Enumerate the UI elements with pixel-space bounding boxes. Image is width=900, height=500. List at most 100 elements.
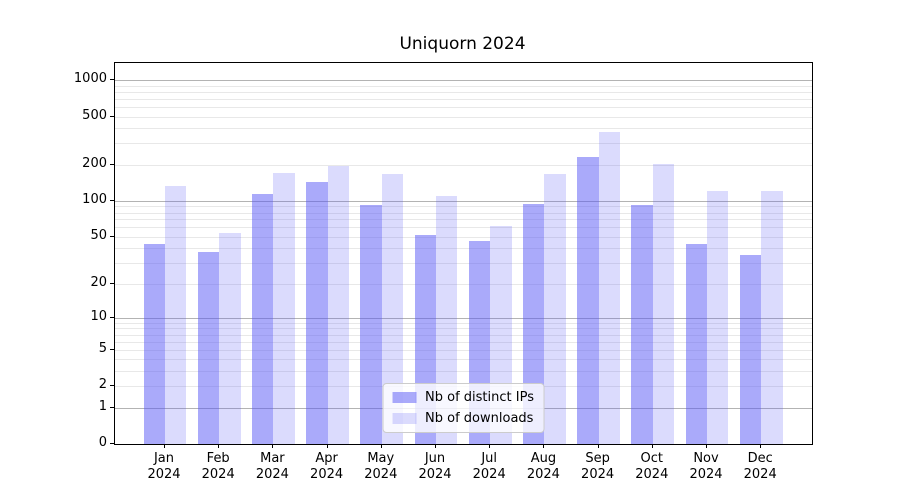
y-tick-label-0: 0: [98, 435, 107, 450]
x-tick-label-apr: Apr 2024: [310, 451, 344, 482]
x-tick-jan: [164, 444, 165, 448]
y-tick-100: [110, 199, 114, 201]
legend: Nb of distinct IPs Nb of downloads: [382, 383, 545, 433]
legend-label-distinct-ips: Nb of distinct IPs: [425, 390, 534, 405]
x-tick-label-jan: Jan 2024: [147, 451, 181, 482]
y-tick-1000: [110, 79, 114, 80]
gridline-70: [115, 219, 812, 221]
gridline-500: [115, 116, 812, 118]
legend-item-distinct-ips: Nb of distinct IPs: [392, 390, 534, 405]
gridline-80: [115, 212, 812, 214]
x-tick-feb: [218, 444, 220, 448]
bar-sep-s0: [577, 156, 599, 444]
gridline-3: [115, 371, 812, 372]
gridline-4: [115, 359, 812, 361]
gridline-9: [115, 322, 812, 324]
y-tick-label-10: 10: [90, 308, 107, 324]
bar-jan-s1: [165, 185, 187, 444]
x-tick-label-feb: Feb 2024: [201, 451, 235, 482]
y-tick-50: [110, 235, 114, 237]
plot-area: Nb of distinct IPs Nb of downloads: [114, 62, 813, 445]
bar-apr-s0: [306, 181, 328, 444]
x-tick-nov: [706, 444, 707, 448]
bar-feb-s0: [197, 252, 220, 444]
y-tick-label-20: 20: [90, 274, 107, 290]
y-tick-label-500: 500: [82, 107, 107, 123]
gridline-7: [115, 334, 812, 336]
gridline-40: [115, 248, 812, 250]
x-tick-apr: [326, 444, 328, 448]
x-tick-label-sep: Sep 2024: [581, 451, 615, 482]
gridline-30: [115, 263, 812, 265]
x-tick-jun: [435, 444, 436, 448]
gridline-100: [115, 200, 812, 202]
gridline-700: [115, 98, 812, 100]
y-tick-5: [110, 348, 114, 350]
bar-may-s0: [360, 204, 382, 444]
y-tick-label-1: 1: [98, 398, 107, 414]
y-tick-1: [110, 406, 114, 408]
y-tick-label-1000: 1000: [73, 71, 107, 86]
x-tick-may: [380, 444, 382, 448]
x-tick-aug: [543, 444, 545, 448]
x-tick-label-aug: Aug 2024: [526, 451, 560, 482]
gridline-50: [115, 236, 812, 238]
gridline-1000: [115, 80, 812, 81]
x-tick-label-may: May 2024: [364, 451, 398, 482]
x-tick-label-mar: Mar 2024: [255, 451, 289, 482]
x-tick-label-jul: Jul 2024: [472, 451, 506, 482]
gridline-800: [115, 91, 812, 93]
bar-feb-s1: [219, 232, 241, 444]
bar-jun-s1: [436, 195, 458, 444]
gridline-6: [115, 341, 812, 343]
bar-oct-s1: [652, 163, 675, 444]
gridline-5: [115, 349, 812, 351]
bar-mar-s1: [273, 173, 295, 444]
gridline-8: [115, 328, 812, 330]
gridline-90: [115, 206, 812, 208]
y-tick-label-5: 5: [98, 340, 107, 356]
legend-item-downloads: Nb of downloads: [392, 411, 534, 426]
y-tick-10: [110, 316, 114, 318]
bar-apr-s1: [327, 166, 349, 444]
bar-may-s1: [381, 174, 404, 444]
y-tick-20: [110, 282, 114, 284]
x-tick-oct: [651, 444, 653, 448]
gridline-60: [115, 227, 812, 229]
x-tick-label-jun: Jun 2024: [418, 451, 452, 482]
x-tick-label-nov: Nov 2024: [689, 451, 723, 482]
gridline-600: [115, 106, 812, 108]
gridline-300: [115, 143, 812, 145]
y-tick-0: [110, 443, 114, 444]
gridline-400: [115, 128, 812, 130]
gridline-10: [115, 317, 812, 319]
legend-swatch-downloads: [392, 413, 417, 424]
bar-dec-s0: [739, 255, 762, 444]
y-tick-label-50: 50: [90, 227, 107, 243]
x-tick-dec: [760, 444, 762, 448]
x-tick-label-dec: Dec 2024: [743, 451, 777, 482]
y-tick-2: [110, 385, 114, 387]
bar-jan-s0: [143, 243, 165, 444]
x-tick-mar: [272, 444, 274, 448]
x-tick-sep: [597, 444, 599, 448]
y-tick-label-2: 2: [98, 377, 107, 393]
x-tick-label-oct: Oct 2024: [635, 451, 669, 482]
bar-sep-s1: [598, 131, 620, 444]
legend-label-downloads: Nb of downloads: [425, 411, 534, 426]
y-tick-500: [110, 115, 114, 117]
gridline-900: [115, 85, 812, 87]
chart-title: Uniquorn 2024: [399, 34, 526, 54]
legend-swatch-distinct-ips: [392, 392, 417, 403]
y-tick-label-200: 200: [82, 155, 107, 171]
y-tick-200: [110, 163, 114, 165]
bar-nov-s1: [707, 190, 729, 444]
bar-mar-s0: [252, 194, 274, 444]
bar-aug-s1: [544, 174, 566, 444]
x-tick-jul: [489, 444, 491, 448]
bar-nov-s0: [685, 243, 707, 444]
gridline-20: [115, 283, 812, 285]
y-tick-label-100: 100: [82, 191, 107, 207]
gridline-200: [115, 164, 812, 166]
